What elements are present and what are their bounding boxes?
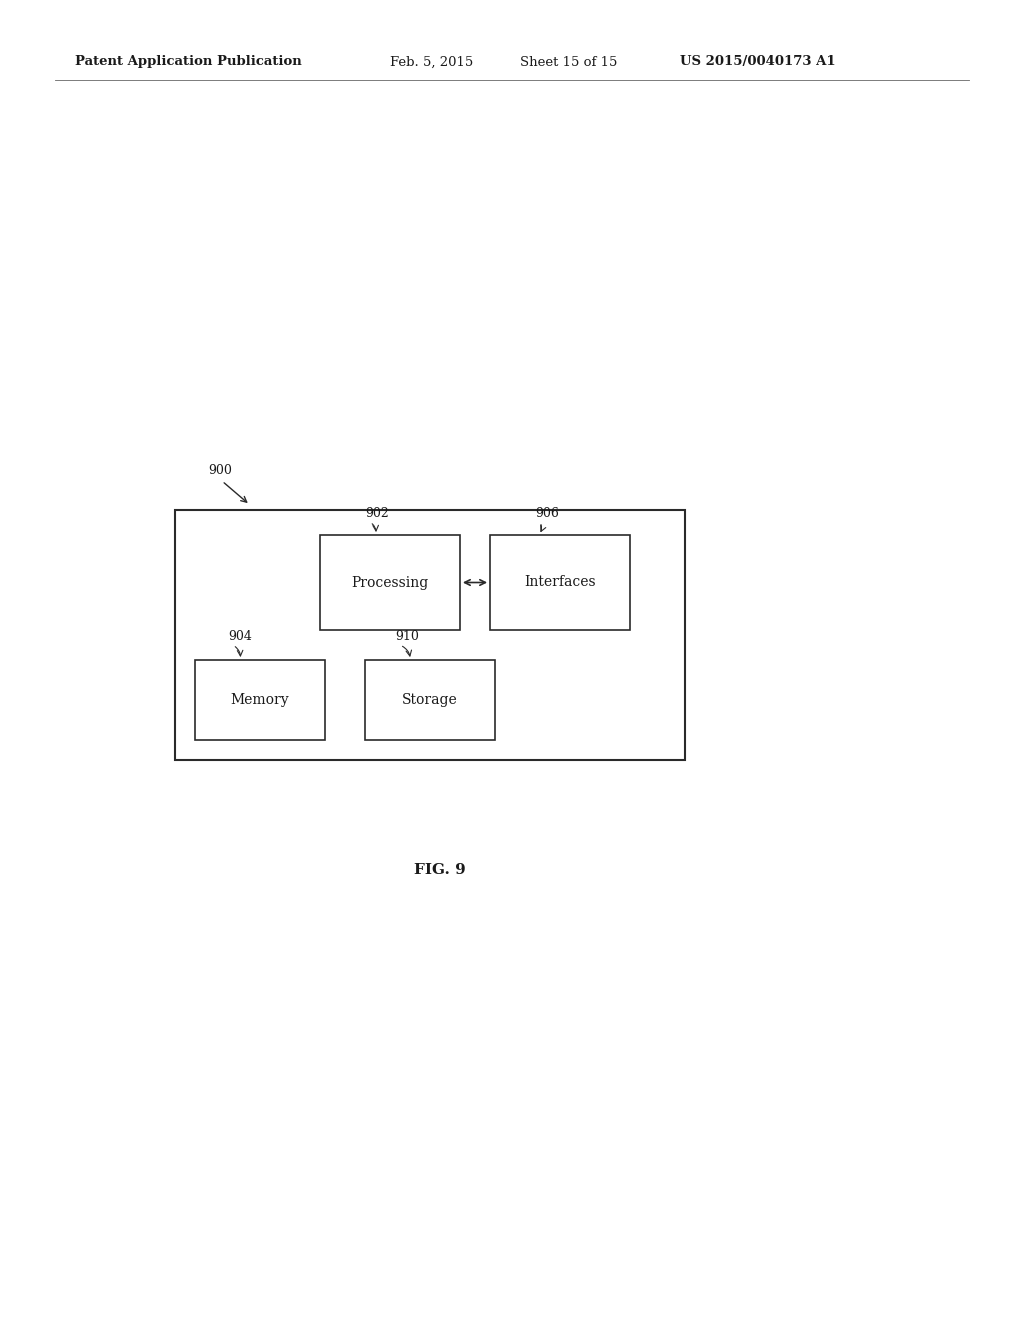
Text: 906: 906 xyxy=(535,507,559,520)
FancyBboxPatch shape xyxy=(365,660,495,741)
Text: Memory: Memory xyxy=(230,693,290,708)
Text: Patent Application Publication: Patent Application Publication xyxy=(75,55,302,69)
Text: FIG. 9: FIG. 9 xyxy=(414,863,466,876)
Text: Processing: Processing xyxy=(351,576,429,590)
FancyBboxPatch shape xyxy=(195,660,325,741)
FancyBboxPatch shape xyxy=(319,535,460,630)
Text: US 2015/0040173 A1: US 2015/0040173 A1 xyxy=(680,55,836,69)
Text: 902: 902 xyxy=(365,507,389,520)
Text: Storage: Storage xyxy=(402,693,458,708)
Text: Feb. 5, 2015: Feb. 5, 2015 xyxy=(390,55,473,69)
Text: 904: 904 xyxy=(228,630,252,643)
Text: 900: 900 xyxy=(208,463,231,477)
Text: Sheet 15 of 15: Sheet 15 of 15 xyxy=(520,55,617,69)
Text: 910: 910 xyxy=(395,630,419,643)
FancyBboxPatch shape xyxy=(175,510,685,760)
Text: Interfaces: Interfaces xyxy=(524,576,596,590)
FancyBboxPatch shape xyxy=(490,535,630,630)
